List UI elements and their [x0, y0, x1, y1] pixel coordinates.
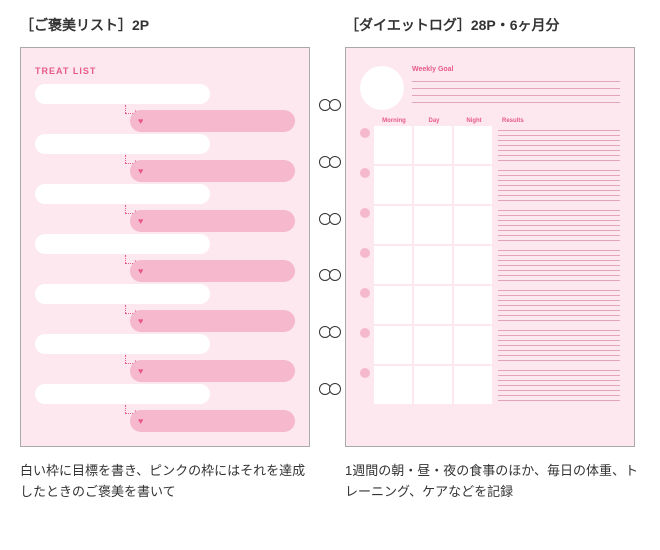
- diet-row: [360, 126, 620, 164]
- morning-cell: [374, 166, 412, 204]
- treat-title: TREAT LIST: [35, 66, 295, 76]
- morning-cell: [374, 326, 412, 364]
- diet-header: ［ダイエットログ］28P・6ヶ月分: [345, 15, 640, 35]
- goal-field: [35, 84, 210, 104]
- col-night: Night: [454, 118, 494, 124]
- reward-field: ♥: [130, 260, 295, 282]
- diet-row: [360, 246, 620, 284]
- treat-list-page: TREAT LIST ♥ ♥ ♥ ♥ ♥ ♥ ♥: [20, 47, 310, 447]
- goal-field: [35, 384, 210, 404]
- reward-field: ♥: [130, 110, 295, 132]
- day-dot: [360, 128, 370, 138]
- heart-icon: ♥: [138, 166, 143, 176]
- morning-cell: [374, 206, 412, 244]
- treat-row: ♥: [35, 84, 295, 132]
- night-cell: [454, 326, 492, 364]
- diet-caption: 1週間の朝・昼・夜の食事のほか、毎日の体重、トレーニング、ケアなどを記録: [345, 461, 640, 503]
- night-cell: [454, 246, 492, 284]
- results-lines: [498, 286, 620, 321]
- results-lines: [498, 206, 620, 241]
- goal-field: [35, 234, 210, 254]
- treat-row: ♥: [35, 334, 295, 382]
- heart-icon: ♥: [138, 366, 143, 376]
- day-cell: [414, 246, 452, 284]
- goal-field: [35, 334, 210, 354]
- morning-cell: [374, 366, 412, 404]
- day-dot: [360, 288, 370, 298]
- date-circle: [360, 66, 404, 110]
- col-day: Day: [414, 118, 454, 124]
- results-lines: [498, 166, 620, 201]
- day-dot: [360, 368, 370, 378]
- treat-row: ♥: [35, 184, 295, 232]
- day-dot: [360, 248, 370, 258]
- day-cell: [414, 206, 452, 244]
- diet-log-column: ［ダイエットログ］28P・6ヶ月分 Weekly Goal Mor: [345, 15, 640, 503]
- diet-row: [360, 206, 620, 244]
- day-cell: [414, 366, 452, 404]
- col-morning: Morning: [374, 118, 414, 124]
- night-cell: [454, 126, 492, 164]
- reward-field: ♥: [130, 310, 295, 332]
- diet-row: [360, 366, 620, 404]
- diet-log-page: Weekly Goal Morning Day Night Results: [345, 47, 635, 447]
- treat-row: ♥: [35, 134, 295, 182]
- diet-row: [360, 166, 620, 204]
- treat-row: ♥: [35, 234, 295, 282]
- morning-cell: [374, 286, 412, 324]
- results-lines: [498, 366, 620, 401]
- goal-field: [35, 184, 210, 204]
- treat-caption: 白い枠に目標を書き、ピンクの枠にはそれを達成したときのご褒美を書いて: [20, 461, 315, 503]
- goal-field: [35, 134, 210, 154]
- morning-cell: [374, 246, 412, 284]
- results-lines: [498, 126, 620, 161]
- heart-icon: ♥: [138, 216, 143, 226]
- day-cell: [414, 326, 452, 364]
- morning-cell: [374, 126, 412, 164]
- treat-list-column: ［ご褒美リスト］2P TREAT LIST ♥ ♥ ♥ ♥ ♥ ♥ ♥ 白い枠に目標を書き、…: [20, 15, 315, 503]
- results-lines: [498, 246, 620, 281]
- weekly-goal-label: Weekly Goal: [412, 66, 620, 73]
- night-cell: [454, 366, 492, 404]
- heart-icon: ♥: [138, 116, 143, 126]
- diet-row: [360, 286, 620, 324]
- day-cell: [414, 166, 452, 204]
- treat-row: ♥: [35, 284, 295, 332]
- results-lines: [498, 326, 620, 361]
- binder-holes: [329, 47, 341, 447]
- treat-header: ［ご褒美リスト］2P: [20, 15, 315, 35]
- reward-field: ♥: [130, 410, 295, 432]
- reward-field: ♥: [130, 360, 295, 382]
- diet-row: [360, 326, 620, 364]
- goal-field: [35, 284, 210, 304]
- col-results: Results: [502, 118, 620, 124]
- heart-icon: ♥: [138, 266, 143, 276]
- heart-icon: ♥: [138, 316, 143, 326]
- night-cell: [454, 206, 492, 244]
- heart-icon: ♥: [138, 416, 143, 426]
- day-dot: [360, 328, 370, 338]
- treat-row: ♥: [35, 384, 295, 432]
- day-dot: [360, 208, 370, 218]
- night-cell: [454, 166, 492, 204]
- reward-field: ♥: [130, 210, 295, 232]
- night-cell: [454, 286, 492, 324]
- reward-field: ♥: [130, 160, 295, 182]
- day-dot: [360, 168, 370, 178]
- day-cell: [414, 286, 452, 324]
- day-cell: [414, 126, 452, 164]
